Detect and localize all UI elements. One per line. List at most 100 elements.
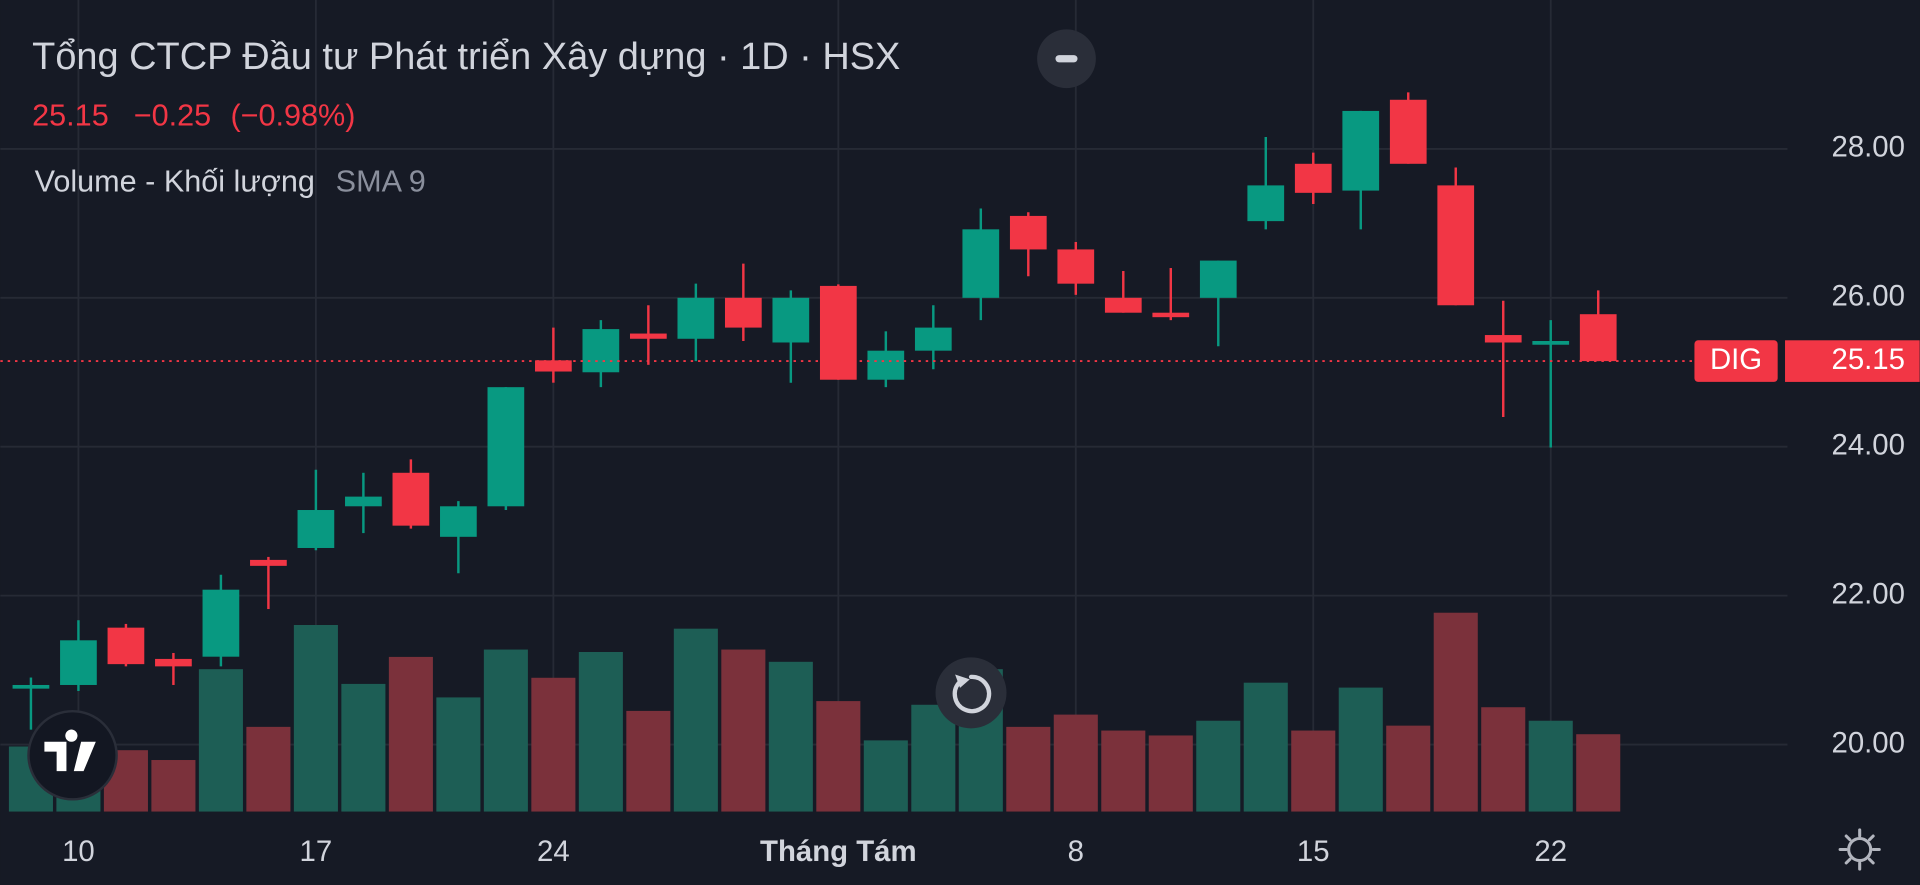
overlay: 20.00 22.00 24.00 26.00 28.00 10 17 24 Tháng Tám…	[0, 131, 1920, 868]
x-tick-label: Tháng Tám	[760, 835, 917, 868]
volume-bar	[578, 652, 623, 812]
collapse-button[interactable]	[1037, 29, 1096, 89]
candle-body	[345, 496, 382, 507]
indicator-legend: Volume - Khối lượng SMA 9	[35, 165, 426, 199]
y-tick-label: 28.00	[1831, 131, 1904, 164]
x-tick-label: 17	[300, 835, 333, 868]
reset-arc	[952, 674, 992, 714]
indicator-setting: SMA 9	[336, 165, 426, 199]
candle-body	[582, 329, 620, 373]
candle-body	[867, 350, 905, 380]
volume-bar	[1338, 687, 1383, 812]
candle-body	[1437, 185, 1475, 306]
x-tick-label: 8	[1068, 835, 1084, 868]
candle-body	[250, 559, 287, 566]
change: −0.25	[134, 99, 211, 133]
price-tag-bg	[1785, 340, 1920, 382]
volume-bar	[151, 760, 196, 812]
candle-body	[1152, 312, 1190, 318]
volume-bar	[768, 661, 813, 812]
candle-body	[297, 510, 335, 548]
price-tag: 25.15	[1831, 343, 1904, 376]
y-tick-label: 26.00	[1831, 280, 1904, 313]
logo-bg[interactable]	[27, 709, 118, 801]
price-header: 25.15 −0.25 (−0.98%)	[32, 99, 355, 133]
volume-bar	[721, 649, 766, 812]
candle-body	[440, 506, 477, 537]
volume-bar	[1148, 735, 1193, 812]
candle-body	[1247, 185, 1285, 222]
x-tick-label: 10	[62, 835, 95, 868]
price-pane	[12, 92, 1617, 730]
volume-bar	[531, 677, 576, 812]
volume-bar	[388, 656, 433, 812]
candle-body	[1342, 110, 1380, 191]
candle-body	[107, 627, 145, 665]
candle-body	[155, 658, 192, 667]
volume-bar	[436, 697, 481, 812]
volume-bar	[911, 704, 956, 812]
candle-body	[1532, 341, 1570, 345]
volume-bar	[198, 669, 243, 812]
candle-body	[724, 297, 762, 328]
candle-body	[202, 589, 240, 657]
volume-bar	[1291, 730, 1336, 812]
candle-body	[772, 297, 810, 343]
volume-bar	[293, 624, 338, 812]
volume-bar	[1243, 682, 1288, 812]
candle-body	[487, 387, 525, 507]
candle-body	[12, 684, 50, 689]
candle-body	[962, 229, 1000, 298]
indicator-name: Volume - Khối lượng	[35, 165, 315, 199]
settings-rays	[1838, 828, 1881, 871]
x-tick-label: 24	[537, 835, 570, 868]
settings-button[interactable]	[1838, 828, 1881, 871]
volume-bar	[1101, 730, 1146, 812]
change-pct: (−0.98%)	[230, 99, 355, 133]
volume-bar	[1433, 612, 1478, 812]
settings-icon[interactable]	[1847, 836, 1873, 863]
candle-body	[1294, 163, 1332, 193]
volume-bar	[341, 683, 386, 812]
y-tick-label: 24.00	[1831, 428, 1904, 461]
candle-body	[1484, 335, 1522, 343]
volume-bar	[626, 710, 671, 812]
chart-title: Tổng CTCP Đầu tư Phát triển Xây dựng · 1…	[32, 36, 900, 78]
volume-bar	[1196, 720, 1241, 812]
x-tick-label: 22	[1534, 835, 1567, 868]
candle-body	[1057, 249, 1095, 284]
volume-bar	[673, 628, 718, 812]
volume-bar	[1386, 725, 1431, 812]
candle-body	[1009, 215, 1047, 250]
symbol-tag-bg	[1694, 340, 1778, 382]
candle-body	[629, 333, 667, 339]
volume-bar	[863, 740, 908, 812]
last-price: 25.15	[32, 99, 109, 133]
volume-bar	[1481, 707, 1526, 812]
symbol-tag: DIG	[1710, 343, 1762, 376]
candle-body	[677, 297, 715, 339]
candle-body	[1199, 260, 1237, 298]
y-tick-label: 20.00	[1831, 726, 1904, 759]
candle-body	[1389, 99, 1427, 164]
volume-bar	[246, 726, 291, 812]
minus-icon	[1055, 55, 1078, 63]
candle-body	[819, 285, 857, 380]
tradingview-logo[interactable]	[27, 709, 118, 801]
reset-arrow	[955, 674, 970, 688]
y-tick-label: 22.00	[1831, 577, 1904, 610]
logo-mark	[44, 729, 96, 772]
candle-body	[914, 327, 952, 351]
volume-bar	[1006, 726, 1051, 812]
volume-bar	[816, 701, 861, 812]
reset-button[interactable]	[935, 657, 1007, 729]
volume-bar	[1053, 714, 1098, 812]
candle-body	[60, 640, 97, 685]
candle-body	[535, 360, 572, 372]
candle-body	[392, 472, 430, 526]
volume-bar	[1576, 734, 1621, 812]
volume-bar	[483, 649, 528, 812]
reset-bg[interactable]	[935, 657, 1007, 729]
